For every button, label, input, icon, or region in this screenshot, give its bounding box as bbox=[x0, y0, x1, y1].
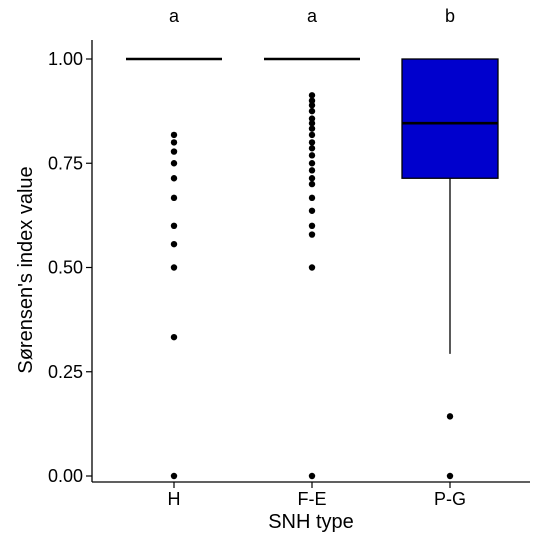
outlier-point bbox=[308, 472, 316, 480]
outlier-point bbox=[308, 167, 316, 174]
x-tick-label: P-G bbox=[434, 489, 466, 509]
box-p-g bbox=[401, 58, 499, 480]
outlier-point bbox=[308, 139, 316, 146]
group-letter: a bbox=[307, 6, 318, 26]
outlier-point bbox=[170, 131, 178, 139]
outlier-point bbox=[170, 160, 178, 167]
plot-area bbox=[126, 57, 499, 480]
outlier-point bbox=[308, 115, 316, 122]
outlier-point bbox=[308, 180, 316, 188]
x-axis-title: SNH type bbox=[268, 511, 354, 533]
outlier-point bbox=[170, 472, 178, 480]
y-ticks: 0.00 0.25 0.50 0.75 1.00 bbox=[48, 49, 92, 486]
outlier-point bbox=[446, 472, 454, 480]
y-tick-label: 1.00 bbox=[48, 49, 83, 69]
outlier-point bbox=[308, 207, 316, 214]
outlier-point bbox=[170, 148, 178, 155]
outlier-point bbox=[446, 413, 454, 420]
x-ticks: H F-E P-G bbox=[168, 482, 466, 509]
outlier-point bbox=[170, 264, 178, 271]
y-tick-label: 0.50 bbox=[48, 258, 83, 278]
y-tick-label: 0.25 bbox=[48, 362, 83, 382]
outlier-point bbox=[308, 125, 316, 132]
box-h bbox=[126, 57, 222, 480]
outlier-point bbox=[308, 231, 316, 238]
outlier-point bbox=[170, 333, 178, 341]
outlier-point bbox=[308, 152, 316, 159]
outlier-point bbox=[308, 175, 316, 182]
outlier-point bbox=[308, 194, 316, 202]
outlier-point bbox=[308, 92, 316, 99]
outlier-point bbox=[170, 194, 178, 202]
outlier-point bbox=[308, 160, 316, 167]
group-letter: a bbox=[169, 6, 180, 26]
outlier-point bbox=[308, 102, 316, 109]
outlier-point bbox=[308, 120, 316, 127]
box-body bbox=[401, 58, 499, 179]
outlier-point bbox=[308, 222, 316, 229]
outlier-point bbox=[308, 264, 316, 271]
y-axis-title: Sørensen's index value bbox=[15, 166, 37, 373]
box-f-e bbox=[264, 57, 360, 480]
outlier-point bbox=[170, 240, 178, 248]
outlier-point bbox=[308, 145, 316, 152]
x-tick-label: F-E bbox=[298, 489, 327, 509]
outlier-point bbox=[308, 131, 316, 139]
outlier-point bbox=[170, 139, 178, 146]
y-tick-label: 0.75 bbox=[48, 153, 83, 173]
group-letter: b bbox=[445, 6, 455, 26]
outlier-point bbox=[308, 107, 316, 115]
outlier-point bbox=[170, 222, 178, 229]
x-tick-label: H bbox=[168, 489, 181, 509]
y-tick-label: 0.00 bbox=[48, 466, 83, 486]
outlier-point bbox=[308, 97, 316, 104]
outlier-point bbox=[170, 175, 178, 182]
